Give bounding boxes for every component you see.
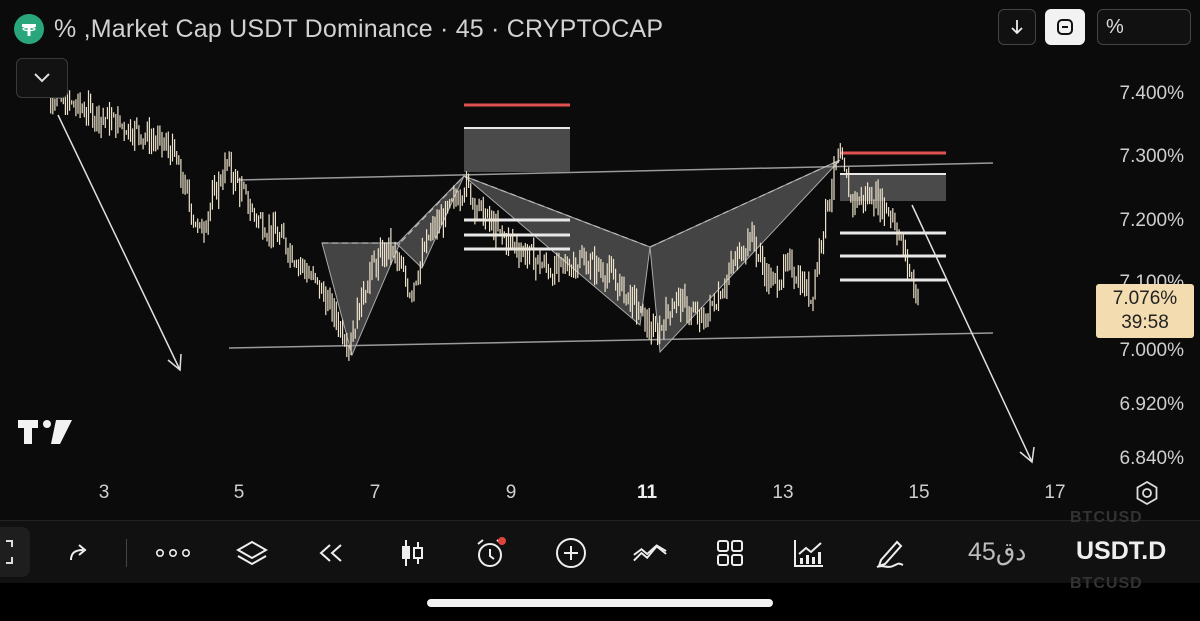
x-tick: 3 — [98, 482, 110, 503]
scale-label: % — [1106, 15, 1124, 38]
more-button[interactable] — [155, 535, 191, 571]
channel-bottom-line[interactable] — [228, 332, 994, 349]
replay-button[interactable] — [313, 535, 349, 571]
tradingview-logo — [18, 418, 72, 451]
x-tick: 9 — [505, 482, 517, 503]
bar-countdown: 39:58 — [1121, 312, 1169, 333]
add-button[interactable] — [553, 535, 589, 571]
add-icon — [556, 538, 586, 568]
x-tick: 11 — [636, 482, 658, 503]
chart-header: % ,Market Cap USDT Dominance · 45 · CRYP… — [14, 12, 663, 46]
layout-button[interactable] — [712, 535, 748, 571]
arrow-down-icon — [1011, 20, 1023, 35]
bottom-toolbar: BTCUSD BTCUSD 45دق USDT.D — [0, 509, 1200, 592]
side-panel-handle[interactable] — [0, 527, 30, 577]
trading-icon — [794, 540, 823, 567]
y-tick: 6.920% — [1119, 394, 1184, 415]
target-levels-right[interactable] — [840, 231, 946, 282]
y-tick: 7.300% — [1119, 146, 1184, 167]
alert-icon — [477, 537, 506, 567]
download-button[interactable] — [998, 9, 1036, 45]
chart-area[interactable]: % ,Market Cap USDT Dominance · 45 · CRYP… — [0, 0, 1200, 520]
layers-button[interactable] — [234, 535, 270, 571]
last-price: 7.076% — [1112, 288, 1178, 309]
y-tick: 7.000% — [1119, 340, 1184, 361]
indicators-icon — [633, 544, 667, 562]
y-tick: 7.400% — [1119, 83, 1184, 104]
chart-settings-button[interactable] — [1134, 480, 1160, 506]
x-tick: 7 — [369, 482, 381, 503]
home-indicator[interactable] — [427, 599, 773, 607]
symbol-selector[interactable]: USDT.D — [1076, 537, 1167, 565]
x-tick: 17 — [1044, 482, 1066, 503]
x-tick: 13 — [772, 482, 794, 503]
redo-icon — [70, 544, 87, 561]
gear-icon — [1136, 480, 1158, 506]
draw-button[interactable] — [872, 535, 908, 571]
y-tick: 7.200% — [1119, 210, 1184, 231]
fullscreen-button[interactable] — [1045, 9, 1085, 45]
interval-selector[interactable]: 45دق — [968, 538, 1027, 566]
alert-button[interactable] — [472, 535, 508, 571]
arrow-down-right[interactable] — [911, 204, 1035, 464]
chart-title: % ,Market Cap USDT Dominance · 45 · CRYP… — [54, 14, 664, 43]
collapse-button[interactable] — [16, 58, 68, 98]
last-price-tag[interactable]: 7.076% 39:58 — [1096, 284, 1194, 338]
indicators-button[interactable] — [632, 535, 668, 571]
layers-icon — [235, 540, 269, 566]
more-icon — [155, 548, 190, 558]
trading-button[interactable] — [791, 535, 827, 571]
ghost-symbol-top: BTCUSD — [1070, 509, 1143, 526]
y-tick: 6.840% — [1119, 448, 1184, 469]
supply-zone-1[interactable] — [464, 128, 570, 172]
channel-top-line[interactable] — [236, 162, 994, 181]
candles-icon — [402, 540, 423, 566]
harmonic-dashed-line[interactable] — [322, 159, 841, 248]
toolbar-divider — [126, 539, 127, 567]
frame-icon — [1057, 19, 1073, 35]
harmonic-triangle-4[interactable] — [649, 159, 841, 354]
price-chart[interactable] — [0, 0, 1090, 520]
ghost-symbol-bottom: BTCUSD — [1070, 575, 1143, 592]
x-tick: 15 — [908, 482, 930, 503]
x-tick: 5 — [233, 482, 245, 503]
chart-type-button[interactable] — [394, 535, 430, 571]
arrow-down-left[interactable] — [57, 114, 182, 372]
chevron-down-icon — [34, 73, 50, 83]
draw-icon — [876, 540, 904, 568]
layout-icon — [717, 540, 743, 566]
scale-button[interactable]: % — [1097, 9, 1191, 45]
redo-button[interactable] — [62, 535, 98, 571]
supply-zone-2[interactable] — [840, 173, 946, 201]
replay-icon — [319, 544, 342, 562]
tether-icon — [14, 14, 44, 44]
